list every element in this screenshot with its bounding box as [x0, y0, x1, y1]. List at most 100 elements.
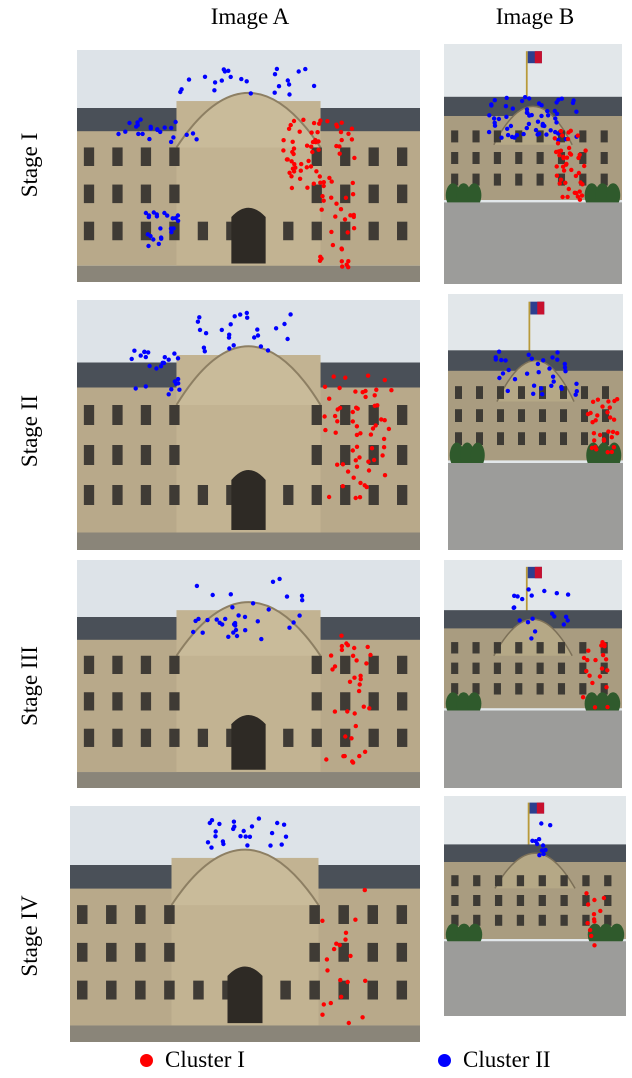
- cluster-point: [545, 113, 551, 118]
- cluster-point: [179, 87, 184, 92]
- cluster-point: [156, 241, 161, 247]
- cluster-point: [553, 116, 558, 121]
- cluster-point: [166, 392, 171, 397]
- cluster-point: [194, 583, 200, 589]
- cluster-point: [592, 943, 597, 948]
- cluster-point: [200, 630, 205, 635]
- cluster-point: [317, 174, 322, 179]
- cluster-point: [505, 132, 511, 138]
- cluster-point: [281, 138, 286, 143]
- cluster-point: [205, 840, 211, 845]
- cluster-point: [492, 98, 497, 103]
- cluster-point: [529, 636, 534, 641]
- stage-2-image-a: [77, 300, 420, 550]
- cluster-point: [362, 483, 367, 488]
- cluster-point: [202, 74, 208, 79]
- cluster-point: [536, 837, 542, 842]
- cluster-point: [269, 830, 275, 836]
- cluster-point: [593, 418, 598, 423]
- cluster-point: [535, 119, 541, 124]
- cluster-point: [379, 417, 384, 422]
- cluster-point: [554, 111, 560, 117]
- cluster-point: [583, 148, 588, 153]
- cluster-point: [214, 617, 219, 622]
- cluster-point: [345, 230, 350, 235]
- cluster-point: [245, 843, 250, 848]
- cluster-point: [365, 373, 371, 378]
- cluster-point: [380, 453, 385, 458]
- cluster-point: [345, 709, 350, 714]
- cluster-point: [343, 734, 348, 739]
- cluster-point: [555, 141, 561, 146]
- cluster-point: [352, 711, 357, 716]
- cluster-point: [334, 122, 339, 127]
- cluster-point: [353, 458, 358, 463]
- cluster-point: [540, 848, 545, 853]
- cluster-point: [382, 377, 387, 383]
- stage-4-image-b: [444, 796, 626, 1016]
- cluster-point: [511, 605, 516, 610]
- cluster-point: [323, 427, 328, 433]
- cluster-point: [561, 622, 566, 627]
- cluster-point: [577, 197, 583, 202]
- cluster-point: [382, 473, 388, 478]
- cluster-point: [487, 113, 492, 118]
- cluster-point: [273, 326, 279, 331]
- cluster-point: [522, 95, 528, 100]
- cluster-point: [171, 135, 176, 140]
- cluster-point: [339, 643, 345, 649]
- cluster-point: [315, 130, 320, 135]
- cluster-point: [556, 137, 561, 143]
- cluster-point: [557, 153, 562, 158]
- cluster-point: [284, 594, 290, 599]
- cluster-point: [123, 129, 128, 134]
- cluster-point: [609, 435, 614, 440]
- cluster-point: [590, 399, 596, 404]
- cluster-point: [259, 636, 264, 642]
- legend-cluster-1: Cluster I: [140, 1047, 245, 1073]
- cluster-point: [515, 594, 520, 599]
- cluster-point: [195, 319, 201, 324]
- cluster-point: [310, 149, 315, 155]
- cluster-point: [162, 125, 167, 130]
- cluster-point: [292, 162, 297, 167]
- cluster-point: [318, 118, 323, 123]
- cluster-point: [486, 129, 492, 135]
- stage-label-4: Stage IV: [17, 895, 42, 977]
- cluster-point: [228, 74, 233, 80]
- cluster-point: [559, 96, 564, 101]
- cluster-point: [169, 125, 174, 131]
- cluster-point: [249, 824, 255, 829]
- cluster-point: [354, 658, 359, 663]
- cluster-point: [541, 851, 546, 857]
- cluster-point: [284, 157, 290, 162]
- cluster-point: [610, 429, 616, 435]
- cluster-point: [290, 149, 295, 155]
- cluster-point: [565, 618, 570, 623]
- cluster-point: [537, 853, 542, 858]
- cluster-point: [364, 661, 369, 666]
- cluster-point: [569, 167, 574, 173]
- cluster-point: [339, 120, 344, 125]
- cluster-point: [190, 131, 196, 136]
- cluster-point: [221, 67, 226, 72]
- cluster-point: [554, 120, 559, 125]
- cluster-point: [584, 891, 589, 896]
- cluster-point: [363, 394, 368, 400]
- cluster-point: [565, 194, 570, 200]
- cluster-point: [493, 357, 498, 362]
- stage-2-image-b: [448, 294, 623, 550]
- cluster-point: [350, 448, 355, 453]
- cluster-point: [320, 1012, 325, 1017]
- cluster-point: [212, 88, 217, 93]
- cluster-point: [527, 96, 532, 101]
- cluster-point: [255, 327, 260, 332]
- cluster-point: [162, 210, 167, 216]
- cluster-point: [166, 357, 171, 362]
- cluster-point: [136, 131, 141, 137]
- cluster-point: [577, 152, 582, 157]
- cluster-point: [158, 226, 163, 231]
- cluster-point: [382, 418, 387, 423]
- cluster-point: [234, 633, 240, 639]
- cluster-point: [605, 668, 610, 673]
